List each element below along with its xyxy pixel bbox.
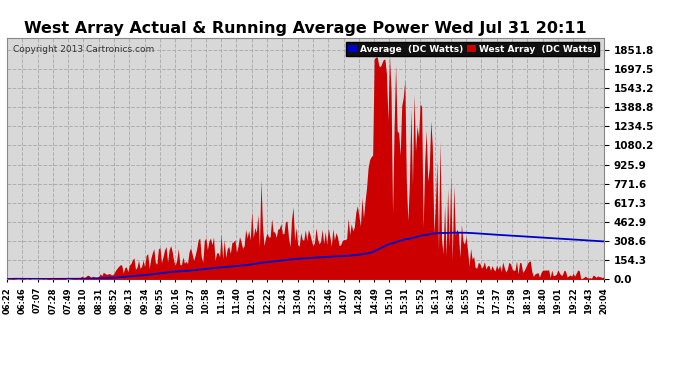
Text: Copyright 2013 Cartronics.com: Copyright 2013 Cartronics.com bbox=[13, 45, 154, 54]
Title: West Array Actual & Running Average Power Wed Jul 31 20:11: West Array Actual & Running Average Powe… bbox=[24, 21, 586, 36]
Legend: Average  (DC Watts), West Array  (DC Watts): Average (DC Watts), West Array (DC Watts… bbox=[346, 42, 599, 56]
